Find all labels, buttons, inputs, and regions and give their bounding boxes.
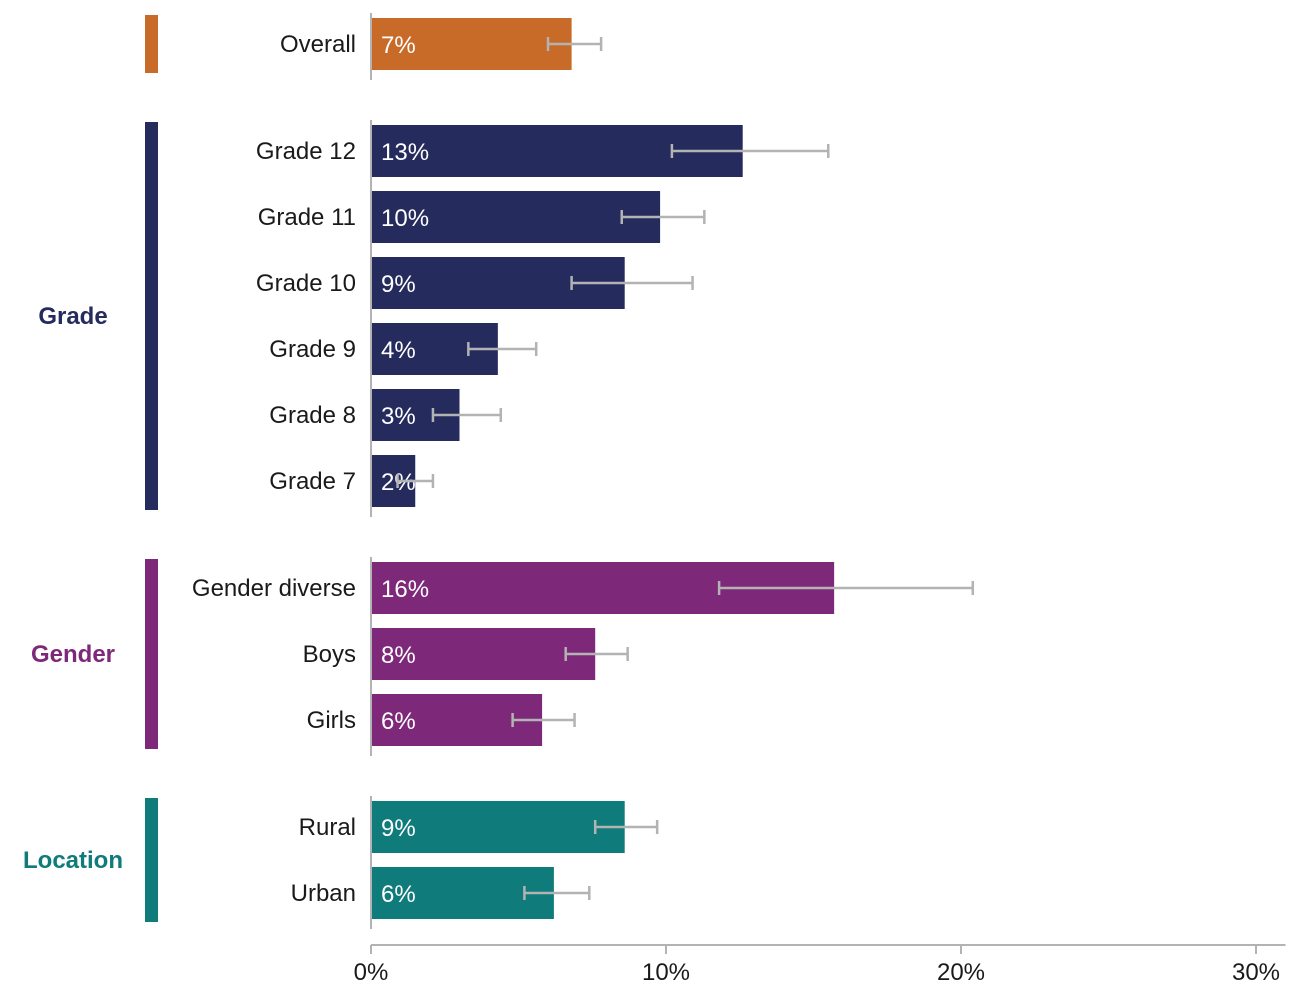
category-label-rural: Rural	[299, 814, 356, 841]
category-label-grade-12: Grade 12	[256, 138, 356, 165]
category-label-grade-11: Grade 11	[258, 204, 356, 231]
x-tick-label-10: 10%	[642, 959, 690, 986]
category-label-overall: Overall	[280, 31, 356, 58]
group-indicator-overall	[145, 15, 158, 73]
category-label-grade-8: Grade 8	[269, 402, 356, 429]
group-label-location: Location	[23, 847, 123, 874]
bar-value-label-grade-12: 13%	[381, 139, 429, 166]
bar-value-label-urban: 6%	[381, 881, 416, 908]
bar-grade-11	[372, 191, 661, 243]
x-tick-label-0: 0%	[354, 959, 389, 986]
bar-value-label-girls: 6%	[381, 708, 416, 735]
category-label-grade-9: Grade 9	[269, 336, 356, 363]
group-label-grade: Grade	[38, 303, 107, 330]
bar-value-label-grade-9: 4%	[381, 337, 416, 364]
bar-value-label-grade-11: 10%	[381, 205, 429, 232]
bar-value-label-grade-8: 3%	[381, 403, 416, 430]
category-label-grade-7: Grade 7	[269, 468, 356, 495]
group-indicator-grade	[145, 122, 158, 510]
category-label-urban: Urban	[291, 880, 356, 907]
x-tick-label-20: 20%	[937, 959, 985, 986]
x-tick-label-30: 30%	[1232, 959, 1280, 986]
category-label-boys: Boys	[303, 641, 356, 668]
category-label-gender-diverse: Gender diverse	[192, 575, 356, 602]
group-indicator-location	[145, 798, 158, 922]
bar-value-label-boys: 8%	[381, 642, 416, 669]
bar-value-label-overall: 7%	[381, 32, 416, 59]
group-indicator-gender	[145, 559, 158, 749]
bar-boys	[372, 628, 596, 680]
category-label-girls: Girls	[307, 707, 356, 734]
bar-overall	[372, 18, 572, 70]
bar-value-label-rural: 9%	[381, 815, 416, 842]
bar-rural	[372, 801, 625, 853]
group-label-gender: Gender	[31, 641, 115, 668]
category-label-grade-10: Grade 10	[256, 270, 356, 297]
bar-value-label-grade-10: 9%	[381, 271, 416, 298]
bar-value-label-gender-diverse: 16%	[381, 576, 429, 603]
